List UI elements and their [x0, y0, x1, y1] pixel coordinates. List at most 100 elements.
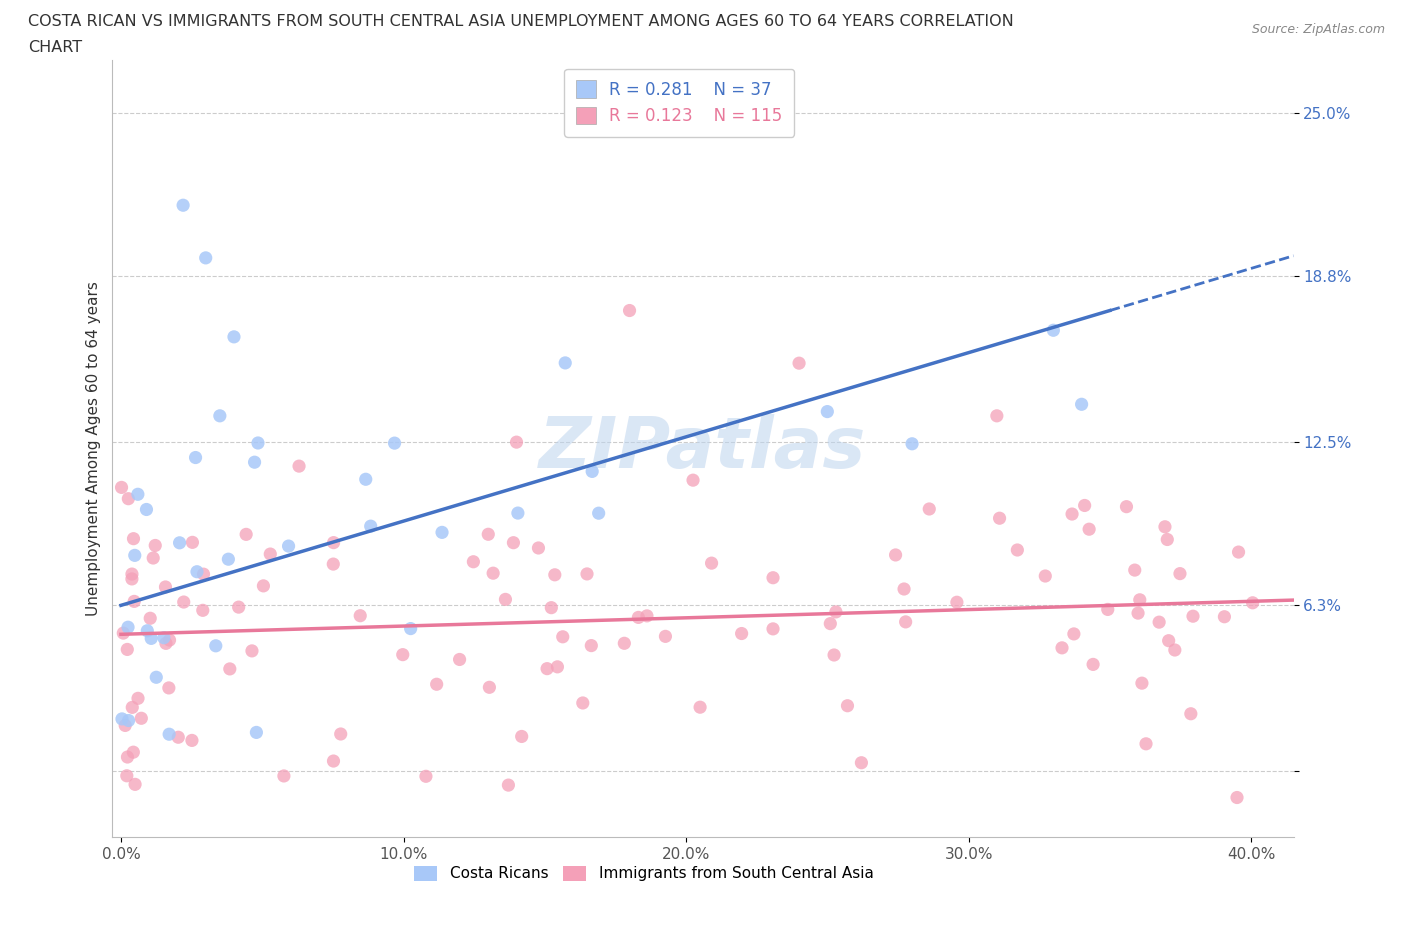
- Point: [110, 480, 132, 495]
- Point: [510, 729, 533, 744]
- Point: [391, 647, 413, 662]
- Point: [117, 619, 139, 634]
- Point: [946, 595, 969, 610]
- Point: [581, 464, 603, 479]
- Point: [117, 491, 139, 506]
- Point: [1115, 499, 1137, 514]
- Point: [730, 626, 752, 641]
- Point: [122, 745, 145, 760]
- Point: [155, 579, 177, 594]
- Point: [155, 636, 177, 651]
- Point: [1126, 605, 1149, 620]
- Point: [1060, 507, 1083, 522]
- Point: [204, 638, 226, 653]
- Point: [627, 610, 650, 625]
- Point: [554, 355, 576, 370]
- Point: [825, 604, 848, 619]
- Point: [918, 501, 941, 516]
- Point: [153, 631, 176, 645]
- Point: [127, 486, 149, 501]
- Point: [181, 733, 204, 748]
- Point: [986, 408, 1008, 423]
- Point: [127, 691, 149, 706]
- Point: [820, 617, 842, 631]
- Point: [114, 718, 136, 733]
- Point: [218, 661, 240, 676]
- Point: [1154, 519, 1177, 534]
- Point: [117, 750, 139, 764]
- Point: [143, 538, 166, 553]
- Point: [1042, 323, 1064, 338]
- Point: [208, 408, 231, 423]
- Point: [1033, 568, 1056, 583]
- Point: [1007, 542, 1029, 557]
- Point: [893, 581, 915, 596]
- Point: [1180, 706, 1202, 721]
- Point: [399, 621, 422, 636]
- Point: [384, 435, 406, 450]
- Point: [135, 502, 157, 517]
- Point: [288, 458, 311, 473]
- Point: [1164, 643, 1187, 658]
- Point: [349, 608, 371, 623]
- Point: [505, 434, 527, 449]
- Point: [894, 615, 917, 630]
- Point: [1081, 657, 1104, 671]
- Point: [536, 661, 558, 676]
- Point: [823, 647, 845, 662]
- Y-axis label: Unemployment Among Ages 60 to 64 years: Unemployment Among Ages 60 to 64 years: [86, 281, 101, 617]
- Point: [122, 594, 145, 609]
- Point: [111, 711, 134, 726]
- Point: [159, 632, 181, 647]
- Point: [122, 531, 145, 546]
- Point: [884, 548, 907, 563]
- Point: [193, 566, 215, 581]
- Point: [619, 303, 641, 318]
- Point: [277, 538, 299, 553]
- Point: [527, 540, 550, 555]
- Point: [449, 652, 471, 667]
- Point: [546, 659, 568, 674]
- Point: [124, 548, 146, 563]
- Point: [1227, 545, 1250, 560]
- Text: Source: ZipAtlas.com: Source: ZipAtlas.com: [1251, 23, 1385, 36]
- Point: [173, 594, 195, 609]
- Point: [117, 642, 139, 657]
- Point: [851, 755, 873, 770]
- Point: [228, 600, 250, 615]
- Point: [273, 768, 295, 783]
- Point: [1050, 641, 1073, 656]
- Point: [222, 329, 245, 344]
- Point: [247, 435, 270, 450]
- Point: [181, 535, 204, 550]
- Point: [131, 711, 153, 725]
- Point: [112, 626, 135, 641]
- Point: [240, 644, 263, 658]
- Point: [482, 565, 505, 580]
- Point: [329, 726, 352, 741]
- Point: [121, 571, 143, 586]
- Point: [322, 753, 344, 768]
- Point: [1063, 627, 1085, 642]
- Point: [186, 565, 208, 579]
- Point: [1070, 397, 1092, 412]
- Point: [157, 681, 180, 696]
- Point: [551, 630, 574, 644]
- Point: [1097, 602, 1119, 617]
- Point: [157, 726, 180, 741]
- Point: [142, 551, 165, 565]
- Point: [477, 526, 499, 541]
- Point: [613, 636, 636, 651]
- Point: [115, 768, 138, 783]
- Point: [252, 578, 274, 593]
- Point: [762, 570, 785, 585]
- Point: [217, 551, 239, 566]
- Point: [988, 511, 1011, 525]
- Point: [544, 567, 567, 582]
- Text: COSTA RICAN VS IMMIGRANTS FROM SOUTH CENTRAL ASIA UNEMPLOYMENT AMONG AGES 60 TO : COSTA RICAN VS IMMIGRANTS FROM SOUTH CEN…: [28, 14, 1014, 29]
- Point: [243, 455, 266, 470]
- Point: [1156, 532, 1178, 547]
- Point: [194, 250, 217, 265]
- Point: [502, 536, 524, 551]
- Point: [506, 506, 529, 521]
